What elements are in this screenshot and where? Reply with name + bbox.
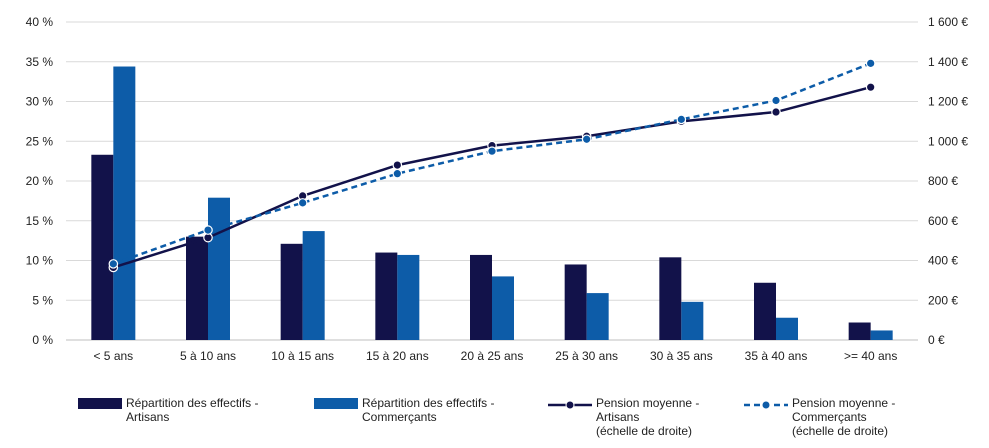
bar-artisans <box>564 264 587 340</box>
legend-label-line: Commerçants <box>362 410 437 424</box>
legend-item: Répartition des effectifs - Artisans <box>78 396 259 424</box>
legend-item: Répartition des effectifs - Commerçants <box>314 396 495 424</box>
x-tick-label: 25 à 30 ans <box>555 349 618 363</box>
y-right-tick-label: 1 600 € <box>928 15 968 29</box>
y-right-tick-label: 1 400 € <box>928 55 968 69</box>
legend-label-line: (échelle de droite) <box>596 424 693 438</box>
line-marker-commercants <box>108 259 119 269</box>
x-tick-label: 5 à 10 ans <box>180 349 236 363</box>
x-tick-label: 30 à 35 ans <box>650 349 713 363</box>
line-marker-commercants <box>392 168 403 179</box>
legend-label-line: Artisans <box>596 410 640 424</box>
legend-label: Répartition des effectifs - Commerçants <box>362 396 495 424</box>
y-right-tick-label: 0 € <box>928 333 945 347</box>
legend-label-line: Répartition des effectifs - <box>362 396 495 410</box>
legend-item: Pension moyenne - Commerçants (échelle de … <box>744 396 895 438</box>
y-left-tick-label: 40 % <box>26 15 54 29</box>
chart-legend: Répartition des effectifs - Artisans Répar… <box>0 396 989 446</box>
y-right-tick-label: 600 € <box>928 214 958 228</box>
y-right-tick-label: 800 € <box>928 174 958 188</box>
line-marker-commercants <box>581 134 592 145</box>
line-marker-artisans <box>865 82 876 92</box>
y-left-tick-label: 25 % <box>26 134 54 148</box>
legend-symbol <box>78 398 122 409</box>
line-marker-commercants <box>487 146 497 156</box>
bar-artisans <box>375 252 398 340</box>
x-tick-label: >= 40 ans <box>844 349 897 363</box>
y-left-tick-label: 35 % <box>26 55 54 69</box>
y-left-tick-label: 0 % <box>32 333 53 347</box>
x-tick-label: 35 à 40 ans <box>745 349 808 363</box>
bar-artisans <box>470 254 492 340</box>
bar-commercants <box>208 197 230 340</box>
legend-label-line: (échelle de droite) <box>792 424 889 438</box>
bar-commercants <box>492 276 514 340</box>
legend-label: Pension moyenne - Artisans (échelle de dro… <box>596 396 699 438</box>
legend-item: Pension moyenne - Artisans (échelle de dro… <box>548 396 699 438</box>
y-right-tick-label: 200 € <box>928 293 958 307</box>
bar-artisans <box>754 282 776 340</box>
y-left-tick-label: 5 % <box>32 293 53 307</box>
legend-label-line: Artisans <box>126 410 170 424</box>
legend-label: Répartition des effectifs - Artisans <box>126 396 259 424</box>
y-left-tick-label: 10 % <box>26 254 54 268</box>
line-marker-commercants <box>203 225 213 235</box>
y-left-tick-label: 20 % <box>26 174 54 188</box>
line-marker-commercants <box>297 198 308 208</box>
bar-commercants <box>586 293 609 340</box>
x-tick-label: < 5 ans <box>93 349 133 363</box>
y-right-tick-label: 400 € <box>928 254 958 268</box>
bar-commercants <box>397 254 420 340</box>
line-marker-commercants <box>676 114 687 125</box>
legend-label-line: Pension moyenne - <box>596 396 700 410</box>
legend-label-line: Commerçants <box>792 410 867 424</box>
y-right-tick-label: 1 000 € <box>928 134 968 148</box>
bar-artisans <box>659 257 682 340</box>
x-tick-label: 20 à 25 ans <box>461 349 524 363</box>
y-right-tick-label: 1 200 € <box>928 95 968 109</box>
bar-commercants <box>776 317 798 340</box>
legend-symbol <box>314 398 358 409</box>
bar-commercants <box>870 330 893 340</box>
y-left-tick-label: 15 % <box>26 214 54 228</box>
line-marker-commercants <box>865 58 876 69</box>
legend-label-line: Pension moyenne - <box>792 396 896 410</box>
x-tick-label: 15 à 20 ans <box>366 349 429 363</box>
bar-commercants <box>113 66 136 341</box>
x-tick-label: 10 à 15 ans <box>271 349 334 363</box>
y-left-tick-label: 30 % <box>26 95 54 109</box>
bar-artisans <box>186 236 208 340</box>
chart-plot: 0 % 5 % 10 % 15 % 20 % 25 % 30 % 35 % 40 % 0 € 200… <box>26 15 969 363</box>
bar-commercants <box>302 231 325 340</box>
legend-symbol <box>548 398 592 412</box>
bar-artisans <box>91 154 114 340</box>
legend-symbol <box>744 398 788 412</box>
bar-commercants <box>681 301 704 340</box>
line-marker-commercants <box>771 95 781 106</box>
line-marker-artisans <box>771 107 781 117</box>
bar-artisans <box>280 243 303 340</box>
line-marker-artisans <box>392 160 403 170</box>
bar-artisans <box>848 322 871 340</box>
legend-label-line: Répartition des effectifs - <box>126 396 259 410</box>
legend-label: Pension moyenne - Commerçants (échelle de … <box>792 396 895 438</box>
